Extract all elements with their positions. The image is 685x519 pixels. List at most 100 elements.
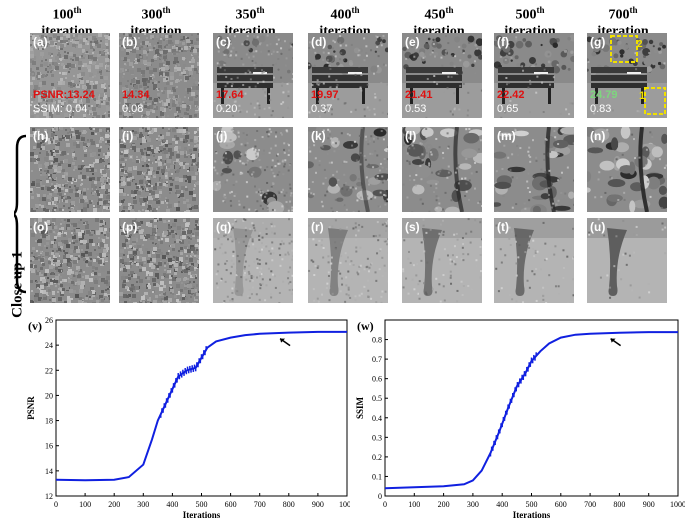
x-tick-label: 400	[166, 500, 178, 509]
panel-label: (q)	[216, 220, 232, 234]
y-tick-label: 20	[45, 391, 53, 400]
ssim-value: 0.53	[405, 103, 427, 115]
panel-image	[119, 127, 199, 212]
panel-image	[30, 127, 110, 212]
psnr-value: 21.41	[405, 89, 433, 101]
panel-label: (o)	[33, 220, 49, 234]
panel-label: (d)	[311, 35, 327, 49]
x-tick-label: 200	[438, 500, 450, 509]
x-tick-label: 600	[555, 500, 567, 509]
x-tick-label: 1000	[670, 500, 685, 509]
figure-panel: (f) 22.42 0.65	[494, 33, 574, 118]
figure-panel: (o)	[30, 218, 110, 303]
panel-label: (m)	[497, 129, 516, 143]
x-tick-label: 600	[225, 500, 237, 509]
panel-image	[308, 127, 388, 212]
x-tick-label: 100	[79, 500, 91, 509]
x-tick-label: 800	[283, 500, 295, 509]
panel-label: (b)	[122, 35, 138, 49]
x-tick-label: 700	[254, 500, 266, 509]
closeup-box-1	[610, 35, 638, 63]
panel-label: (s)	[405, 220, 420, 234]
x-tick-label: 300	[467, 500, 479, 509]
panel-image	[402, 127, 482, 212]
x-tick-label: 0	[54, 500, 58, 509]
figure-panel: (r)	[308, 218, 388, 303]
y-tick-label: 0	[378, 492, 382, 501]
panel-label: (j)	[216, 129, 228, 143]
panel-image	[30, 33, 110, 118]
figure-panel: (h)	[30, 127, 110, 212]
y-axis-label: PSNR	[26, 396, 36, 420]
panel-image	[213, 127, 293, 212]
x-tick-label: 200	[108, 500, 120, 509]
panel-label: (p)	[122, 220, 138, 234]
x-tick-label: 300	[137, 500, 149, 509]
panel-image	[587, 218, 667, 303]
figure-panel: (q)	[213, 218, 293, 303]
panel-image	[494, 33, 574, 118]
figure-panel: 1 2 (g) 24.79 0.83	[587, 33, 667, 118]
panel-image	[119, 33, 199, 118]
x-axis-label: Iterations	[513, 510, 551, 519]
y-tick-label: 24	[45, 341, 53, 350]
panel-label: (t)	[497, 220, 509, 234]
closeup-mark: 2	[637, 39, 643, 50]
psnr-value: 22.42	[497, 89, 525, 101]
x-tick-label: 500	[196, 500, 208, 509]
panel-image	[587, 127, 667, 212]
plot-area	[384, 319, 679, 497]
panel-image	[402, 33, 482, 118]
x-tick-label: 1000	[339, 500, 350, 509]
closeup-box-2	[644, 87, 666, 115]
psnr-value: PSNR:13.24	[33, 89, 95, 101]
panel-label: (h)	[33, 129, 49, 143]
figure-panel: (n)	[587, 127, 667, 212]
figure-panel: (l)	[402, 127, 482, 212]
panel-image	[494, 127, 574, 212]
y-tick-label: 0.8	[372, 336, 382, 345]
psnr-value: 24.79	[590, 89, 618, 101]
y-tick-label: 0.3	[372, 433, 382, 442]
ssim-chart: 0 100 200 300 400 500 600 700 800 900 1000 0 0.1 0.2 0…	[355, 319, 685, 519]
panel-label: (l)	[405, 129, 417, 143]
arrow-head	[280, 338, 286, 343]
psnr-value: 14.34	[122, 89, 150, 101]
panel-label: (i)	[122, 129, 134, 143]
psnr-value: 17.64	[216, 89, 244, 101]
panel-letter: (w)	[357, 319, 374, 333]
psnr-value: 19.97	[311, 89, 339, 101]
y-tick-label: 0.4	[372, 414, 382, 423]
y-axis-label: SSIM	[355, 396, 365, 419]
panel-label: (e)	[405, 35, 420, 49]
figure-panel: (p)	[119, 218, 199, 303]
panel-label: (k)	[311, 129, 326, 143]
figure-panel: (m)	[494, 127, 574, 212]
plot-area	[55, 319, 348, 497]
x-tick-label: 500	[526, 500, 538, 509]
ssim-value: 0.65	[497, 103, 519, 115]
figure-panel: (i)	[119, 127, 199, 212]
x-tick-label: 800	[613, 500, 625, 509]
panel-image	[308, 218, 388, 303]
y-tick-label: 18	[45, 417, 53, 426]
panel-image	[213, 33, 293, 118]
panel-image	[402, 218, 482, 303]
figure-panel: (a) PSNR:13.24 SSIM: 0.04	[30, 33, 110, 118]
panel-letter: (v)	[28, 319, 42, 333]
panel-label: (c)	[216, 35, 231, 49]
ssim-value: 0.83	[590, 103, 612, 115]
panel-label: (g)	[590, 35, 606, 49]
figure-panel: (b) 14.34 0.08	[119, 33, 199, 118]
x-tick-label: 700	[584, 500, 596, 509]
panel-label: (a)	[33, 35, 48, 49]
panel-label: (f)	[497, 35, 509, 49]
panel-image	[494, 218, 574, 303]
ssim-value: SSIM: 0.04	[33, 103, 88, 115]
figure-panel: (d) 19.97 0.37	[308, 33, 388, 118]
y-tick-label: 12	[45, 492, 53, 501]
y-tick-label: 0.2	[372, 453, 382, 462]
x-tick-label: 100	[408, 500, 420, 509]
arrow-head	[610, 338, 616, 343]
metric-curve	[384, 331, 678, 490]
